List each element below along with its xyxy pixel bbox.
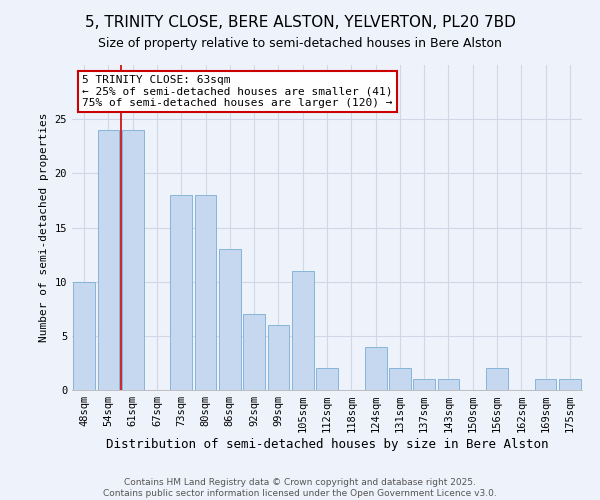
Text: Contains HM Land Registry data © Crown copyright and database right 2025.
Contai: Contains HM Land Registry data © Crown c… [103,478,497,498]
X-axis label: Distribution of semi-detached houses by size in Bere Alston: Distribution of semi-detached houses by … [106,438,548,451]
Bar [316,368,338,390]
Bar [389,368,411,390]
Bar [365,346,386,390]
Bar [122,130,143,390]
Bar [486,368,508,390]
Bar [194,195,217,390]
Bar [559,379,581,390]
Bar [535,379,556,390]
Bar [437,379,460,390]
Bar [170,195,192,390]
Bar [292,271,314,390]
Text: 5, TRINITY CLOSE, BERE ALSTON, YELVERTON, PL20 7BD: 5, TRINITY CLOSE, BERE ALSTON, YELVERTON… [85,15,515,30]
Bar [73,282,95,390]
Bar [97,130,119,390]
Bar [243,314,265,390]
Bar [268,325,289,390]
Y-axis label: Number of semi-detached properties: Number of semi-detached properties [39,113,49,342]
Bar [413,379,435,390]
Text: 5 TRINITY CLOSE: 63sqm
← 25% of semi-detached houses are smaller (41)
75% of sem: 5 TRINITY CLOSE: 63sqm ← 25% of semi-det… [82,74,392,108]
Bar [219,249,241,390]
Text: Size of property relative to semi-detached houses in Bere Alston: Size of property relative to semi-detach… [98,38,502,51]
